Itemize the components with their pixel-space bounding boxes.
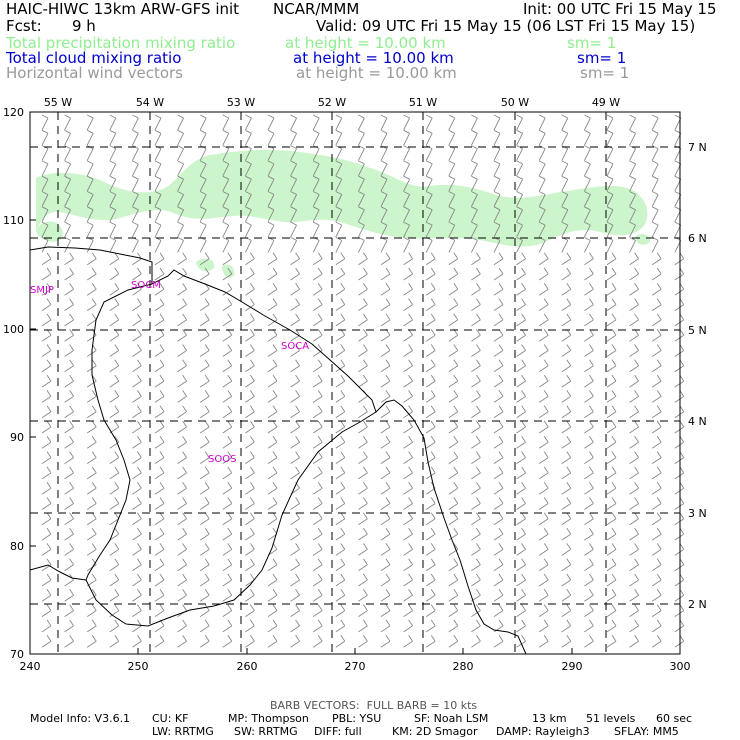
field-wind-name: Horizontal wind vectors: [6, 64, 183, 82]
lon-label-51w: 51 W: [409, 96, 437, 109]
precip-mixing-ratio-shading: [36, 149, 650, 278]
x-tick-250: 250: [128, 660, 149, 673]
valid-time: Valid: 09 UTC Fri 15 May 15 (06 LST Fri …: [316, 17, 696, 35]
lon-label-55w: 55 W: [44, 96, 72, 109]
lon-label-49w: 49 W: [592, 96, 620, 109]
pbl-scheme: PBL: YSU: [332, 712, 382, 725]
latlon-grid: [30, 112, 680, 654]
field-cloud-sm: sm= 1: [577, 49, 627, 67]
init-time: Init: 00 UTC Fri 15 May 15: [523, 0, 717, 18]
station-soos: SOOS: [208, 454, 236, 465]
field-wind-sm: sm= 1: [580, 64, 630, 82]
station-soca: SOCA: [281, 341, 309, 352]
fcst-label: Fcst:: [6, 17, 42, 35]
axis-ticks: [29, 111, 681, 655]
coastline-borders: [29, 246, 527, 655]
field-precip-name: Total precipitation mixing ratio: [6, 34, 236, 52]
org-label: NCAR/MMM: [273, 0, 360, 18]
lon-label-52w: 52 W: [318, 96, 346, 109]
sw-scheme: SW: RRTMG: [234, 725, 298, 738]
plot-title: HAIC-HIWC 13km ARW-GFS init: [6, 0, 240, 18]
y-tick-100: 100: [3, 323, 24, 336]
x-tick-290: 290: [562, 660, 583, 673]
time-step: 60 sec: [656, 712, 693, 725]
station-smjp: SMJP: [30, 285, 54, 296]
damp-option: DAMP: Rayleigh3: [496, 725, 590, 738]
lat-label-3n: 3 N: [688, 507, 707, 520]
lat-label-4n: 4 N: [688, 415, 707, 428]
field-cloud-height: at height = 10.00 km: [293, 49, 454, 67]
fcst-value: 9 h: [72, 17, 96, 35]
y-tick-80: 80: [10, 540, 24, 553]
y-tick-70: 70: [10, 648, 24, 661]
y-tick-120: 120: [3, 106, 24, 119]
sf-scheme: SF: Noah LSM: [414, 712, 489, 725]
x-tick-300: 300: [670, 660, 691, 673]
x-tick-280: 280: [453, 660, 474, 673]
wind-barb-field: [41, 114, 685, 648]
wind-barbs: [41, 114, 685, 648]
lat-label-6n: 6 N: [688, 232, 707, 245]
vertical-levels: 51 levels: [586, 712, 636, 725]
km-option: KM: 2D Smagor: [392, 725, 478, 738]
sflay-option: SFLAY: MM5: [614, 725, 679, 738]
y-tick-90: 90: [10, 431, 24, 444]
lw-scheme: LW: RRTMG: [152, 725, 214, 738]
field-cloud-name: Total cloud mixing ratio: [6, 49, 182, 67]
x-tick-270: 270: [345, 660, 366, 673]
lat-label-5n: 5 N: [688, 324, 707, 337]
lon-label-54w: 54 W: [136, 96, 164, 109]
barb-note: BARB VECTORS: FULL BARB = 10 kts: [270, 699, 478, 712]
x-tick-260: 260: [237, 660, 258, 673]
x-tick-240: 240: [20, 660, 41, 673]
lon-label-50w: 50 W: [501, 96, 529, 109]
cu-scheme: CU: KF: [152, 712, 189, 725]
field-precip-height: at height = 10.00 km: [285, 34, 446, 52]
diff-option: DIFF: full: [314, 725, 362, 738]
mp-scheme: MP: Thompson: [228, 712, 309, 725]
field-wind-height: at height = 10.00 km: [296, 64, 457, 82]
lon-label-53w: 53 W: [227, 96, 255, 109]
lat-label-2n: 2 N: [688, 598, 707, 611]
grid-spacing: 13 km: [532, 712, 567, 725]
station-socm: SOCM: [131, 280, 161, 291]
model-info: Model Info: V3.6.1: [30, 712, 131, 725]
field-precip-sm: sm= 1: [567, 34, 617, 52]
lat-label-7n: 7 N: [688, 141, 707, 154]
y-tick-110: 110: [3, 214, 24, 227]
